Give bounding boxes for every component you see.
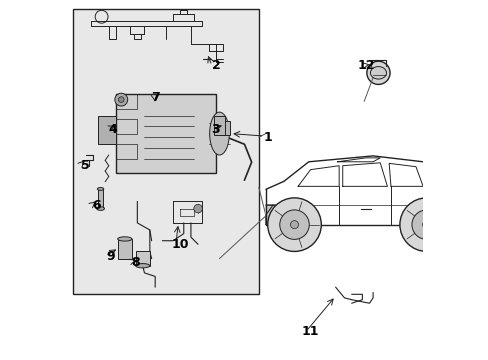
Ellipse shape — [366, 61, 389, 85]
Circle shape — [115, 93, 127, 106]
Circle shape — [290, 221, 298, 229]
Bar — [116, 94, 216, 173]
Circle shape — [411, 210, 441, 239]
Ellipse shape — [97, 207, 104, 210]
Circle shape — [118, 97, 124, 103]
Bar — [135, 251, 149, 266]
Text: 1: 1 — [263, 131, 271, 144]
Bar — [118, 239, 132, 258]
Bar — [214, 116, 224, 135]
Ellipse shape — [118, 237, 132, 241]
Circle shape — [193, 204, 202, 213]
Ellipse shape — [97, 188, 103, 190]
Text: 2: 2 — [211, 59, 220, 72]
Circle shape — [267, 198, 321, 251]
Bar — [98, 189, 103, 208]
Text: 7: 7 — [150, 91, 159, 104]
Ellipse shape — [135, 264, 149, 268]
Bar — [98, 116, 116, 144]
Bar — [73, 9, 258, 294]
Text: 8: 8 — [131, 256, 140, 269]
Text: 6: 6 — [92, 198, 101, 212]
Text: 10: 10 — [171, 238, 188, 251]
Circle shape — [422, 221, 430, 229]
Text: 12: 12 — [356, 59, 374, 72]
Text: 3: 3 — [211, 123, 220, 136]
Circle shape — [399, 198, 452, 251]
Text: 4: 4 — [108, 123, 117, 136]
Text: 5: 5 — [81, 159, 90, 172]
Text: 9: 9 — [106, 250, 115, 263]
Text: 11: 11 — [301, 325, 319, 338]
Bar — [216, 121, 230, 135]
Ellipse shape — [370, 67, 386, 79]
Polygon shape — [265, 205, 298, 225]
Ellipse shape — [209, 112, 229, 155]
Circle shape — [279, 210, 308, 239]
